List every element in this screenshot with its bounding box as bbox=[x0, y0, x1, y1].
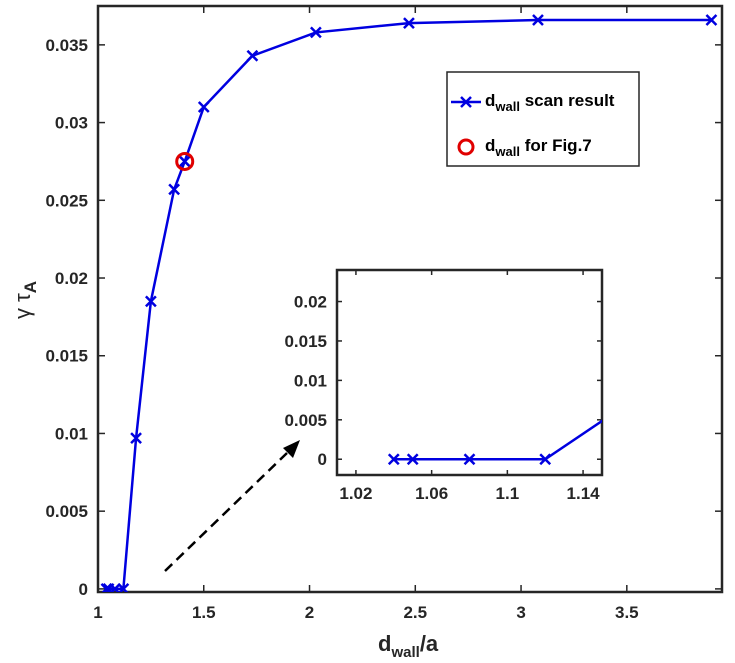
y-axis-title-main: γ τ bbox=[10, 293, 35, 319]
inset-arrow-shaft bbox=[164, 452, 288, 572]
legend-x-marker bbox=[460, 96, 472, 108]
main-y-tick-label: 0.005 bbox=[45, 502, 88, 521]
inset-arrow-head bbox=[283, 440, 300, 458]
legend-label-fig7-main: d bbox=[485, 136, 495, 155]
inset-x-tick-label: 1.1 bbox=[496, 484, 520, 503]
main-x-marker bbox=[144, 295, 157, 308]
main-x-marker bbox=[100, 583, 113, 592]
legend-label-scan: dwall scan result bbox=[485, 91, 615, 114]
inset-x-marker bbox=[387, 453, 400, 466]
main-y-tick-label: 0 bbox=[79, 580, 88, 599]
legend-label-fig7-sub: wall bbox=[494, 144, 520, 159]
inset-plot-area bbox=[387, 419, 602, 466]
inset-x-marker bbox=[463, 453, 476, 466]
inset-y-tick-label: 0.02 bbox=[294, 293, 327, 312]
legend-label-scan-sub: wall bbox=[494, 99, 520, 114]
main-x-tick-label: 3.5 bbox=[615, 603, 639, 622]
main-y-tick-label: 0.035 bbox=[45, 36, 88, 55]
main-x-tick-label: 3 bbox=[516, 603, 525, 622]
inset-y-tick-label: 0.005 bbox=[284, 411, 327, 430]
main-highlight-circle bbox=[175, 151, 195, 171]
main-y-tick-label: 0.015 bbox=[45, 347, 88, 366]
main-x-marker bbox=[705, 14, 718, 26]
x-axis-title-sub: wall bbox=[390, 644, 419, 661]
main-x-marker bbox=[168, 183, 181, 196]
main-x-marker bbox=[117, 583, 130, 592]
main-x-marker bbox=[130, 432, 142, 445]
legend-entry-scan: dwall scan result bbox=[451, 91, 615, 114]
main-x-tick-label: 1.5 bbox=[192, 603, 216, 622]
x-axis-title-rest: /a bbox=[420, 631, 439, 656]
inset-arrow bbox=[164, 440, 300, 572]
inset-x-tick-label: 1.14 bbox=[567, 484, 601, 503]
main-y-tick-label: 0.01 bbox=[55, 424, 88, 443]
inset-x-tick-label: 1.06 bbox=[415, 484, 448, 503]
main-x-marker bbox=[246, 49, 259, 62]
main-x-marker bbox=[109, 583, 121, 592]
main-x-marker bbox=[532, 14, 544, 26]
inset-y-tick-label: 0.015 bbox=[284, 332, 327, 351]
legend-entry-fig7: dwall for Fig.7 bbox=[457, 136, 592, 159]
inset-x-tick-label: 1.02 bbox=[339, 484, 372, 503]
inset-x-marker bbox=[539, 453, 552, 466]
inset-frame bbox=[335, 268, 604, 477]
main-x-marker bbox=[197, 101, 210, 113]
legend-label-scan-main: d bbox=[485, 91, 495, 110]
main-y-tick-label: 0.025 bbox=[45, 191, 88, 210]
legend: dwall scan result dwall for Fig.7 bbox=[446, 71, 640, 167]
inset-axes: 1.02 1.06 1.1 1.14 0 0.005 0.01 0.015 0.02 bbox=[284, 268, 604, 503]
legend-label-fig7-rest: for Fig.7 bbox=[520, 136, 592, 155]
main-x-marker bbox=[178, 155, 191, 168]
main-y-tick-label: 0.02 bbox=[55, 269, 88, 288]
legend-circle-marker bbox=[457, 138, 475, 156]
x-axis-title: dwall/a bbox=[378, 631, 439, 661]
inset-x-marker bbox=[406, 453, 419, 466]
main-plot-area bbox=[100, 14, 718, 592]
inset-y-tick-label: 0.01 bbox=[294, 371, 327, 390]
main-x-tick-label: 2.5 bbox=[403, 603, 427, 622]
y-axis-title: γ τA bbox=[10, 281, 40, 319]
main-x-marker bbox=[309, 26, 322, 39]
main-x-marker bbox=[403, 17, 415, 29]
main-y-tick-label: 0.03 bbox=[55, 114, 88, 133]
legend-box bbox=[446, 71, 640, 167]
legend-label-scan-rest: scan result bbox=[520, 91, 615, 110]
main-x-tick-label: 2 bbox=[305, 603, 314, 622]
x-axis-title-main: d bbox=[378, 631, 391, 656]
legend-label-fig7: dwall for Fig.7 bbox=[485, 136, 592, 159]
inset-y-tick-label: 0 bbox=[318, 450, 327, 469]
y-axis-title-sub: A bbox=[21, 281, 40, 293]
main-x-tick-label: 1 bbox=[93, 603, 102, 622]
